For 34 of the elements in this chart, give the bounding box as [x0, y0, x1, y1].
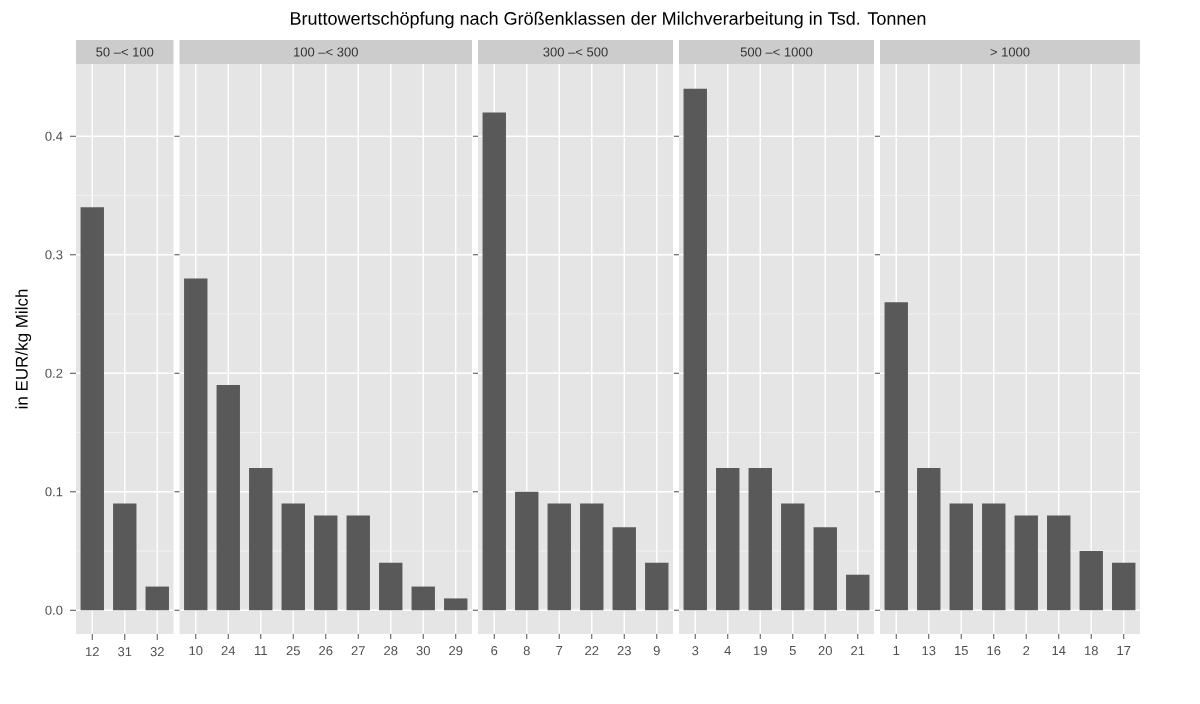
bar	[411, 586, 435, 611]
bar	[917, 468, 941, 611]
bar	[645, 562, 669, 611]
bar	[379, 562, 403, 611]
bar	[781, 503, 805, 611]
bar	[813, 527, 837, 611]
bar	[982, 503, 1006, 611]
bar	[748, 468, 772, 611]
y-axis-title: in EUR/kg Milch	[15, 289, 32, 409]
bar	[346, 515, 370, 611]
bar	[281, 503, 305, 611]
text: Bruttowertschöpfung nach Größenklassen der Milchverarbeitung in Tsd. Tonnen	[290, 11, 926, 29]
bar	[716, 468, 740, 611]
bar	[846, 574, 870, 611]
bar	[1112, 562, 1136, 611]
bar	[1047, 515, 1071, 611]
bar	[580, 503, 604, 611]
bar	[482, 112, 506, 611]
bar	[515, 491, 539, 611]
bar	[80, 207, 104, 611]
bar	[314, 515, 338, 611]
bar	[884, 302, 908, 611]
bar	[547, 503, 571, 611]
bar	[113, 503, 137, 611]
bar	[184, 278, 208, 611]
bar	[444, 598, 468, 611]
bar	[249, 468, 273, 611]
bar	[216, 385, 240, 611]
bar	[949, 503, 973, 611]
bar	[1014, 515, 1038, 611]
bar	[683, 88, 707, 611]
bar	[1079, 551, 1103, 611]
bar	[612, 527, 636, 611]
bar	[145, 586, 169, 611]
